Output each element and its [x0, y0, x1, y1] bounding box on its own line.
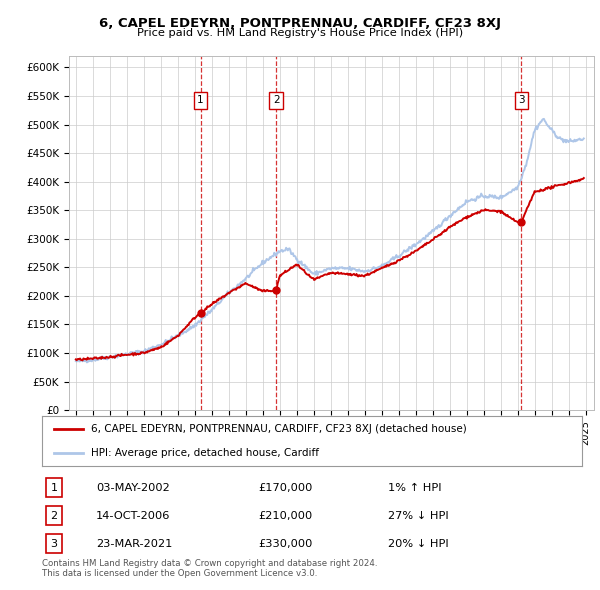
- Text: 27% ↓ HPI: 27% ↓ HPI: [388, 510, 448, 520]
- Text: Contains HM Land Registry data © Crown copyright and database right 2024.: Contains HM Land Registry data © Crown c…: [42, 559, 377, 568]
- Text: 3: 3: [518, 96, 525, 105]
- Text: £170,000: £170,000: [258, 483, 313, 493]
- Text: 1% ↑ HPI: 1% ↑ HPI: [388, 483, 441, 493]
- Text: 03-MAY-2002: 03-MAY-2002: [96, 483, 170, 493]
- Text: 1: 1: [197, 96, 204, 105]
- Text: £330,000: £330,000: [258, 539, 313, 549]
- Text: 20% ↓ HPI: 20% ↓ HPI: [388, 539, 448, 549]
- Text: Price paid vs. HM Land Registry's House Price Index (HPI): Price paid vs. HM Land Registry's House …: [137, 28, 463, 38]
- Text: 23-MAR-2021: 23-MAR-2021: [96, 539, 172, 549]
- Text: This data is licensed under the Open Government Licence v3.0.: This data is licensed under the Open Gov…: [42, 569, 317, 578]
- Text: 14-OCT-2006: 14-OCT-2006: [96, 510, 170, 520]
- Text: 3: 3: [50, 539, 58, 549]
- Text: 1: 1: [50, 483, 58, 493]
- Text: £210,000: £210,000: [258, 510, 312, 520]
- Text: 6, CAPEL EDEYRN, PONTPRENNAU, CARDIFF, CF23 8XJ (detached house): 6, CAPEL EDEYRN, PONTPRENNAU, CARDIFF, C…: [91, 424, 466, 434]
- Text: 2: 2: [273, 96, 280, 105]
- Text: HPI: Average price, detached house, Cardiff: HPI: Average price, detached house, Card…: [91, 448, 319, 458]
- Text: 6, CAPEL EDEYRN, PONTPRENNAU, CARDIFF, CF23 8XJ: 6, CAPEL EDEYRN, PONTPRENNAU, CARDIFF, C…: [99, 17, 501, 30]
- Text: 2: 2: [50, 510, 58, 520]
